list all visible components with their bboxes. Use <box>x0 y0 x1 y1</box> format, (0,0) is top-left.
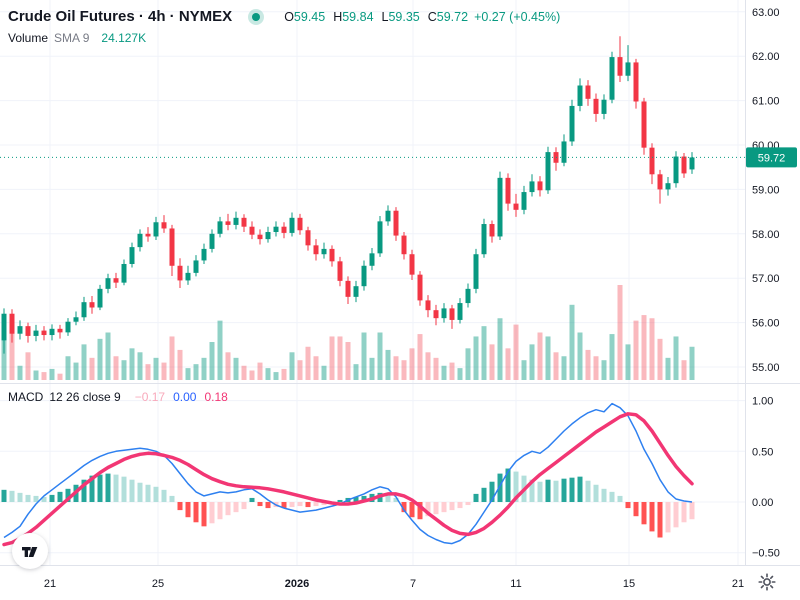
volume-bars <box>1 285 695 380</box>
high-label: H <box>333 9 343 24</box>
macd-tick-label: 1.00 <box>752 396 773 408</box>
ohlc-readout: O59.45 H59.84 L59.35 C59.72 +0.27 (+0.45%) <box>276 10 560 24</box>
volume-indicator-label[interactable]: Volume <box>8 31 49 45</box>
gear-glyph <box>758 573 776 591</box>
macd-hist-value: −0.17 <box>134 390 166 404</box>
open-value: 59.45 <box>293 9 326 24</box>
price-badge-label: 59.72 <box>758 152 786 164</box>
time-axis[interactable] <box>0 565 745 600</box>
time-tick-label: 11 <box>510 578 521 590</box>
close-value: 59.72 <box>436 9 469 24</box>
volume-legend: Volume SMA 9 24.127K <box>8 31 146 45</box>
price-axis-bg <box>745 0 800 600</box>
volume-value: 24.127K <box>101 31 147 45</box>
symbol-legend: Crude Oil Futures · 4h · NYMEX O59.45 H59… <box>8 8 560 25</box>
time-tick-label: 2026 <box>285 578 309 590</box>
price-tick-label: 55.00 <box>752 362 780 374</box>
price-tick-label: 63.00 <box>752 7 780 19</box>
macd-tick-label: 0.00 <box>752 497 773 509</box>
time-axis-bg <box>0 565 800 600</box>
price-tick-label: 61.00 <box>752 96 780 108</box>
volume-sma-label: SMA 9 <box>54 31 90 45</box>
tradingview-logo-glyph <box>22 547 38 557</box>
time-tick-label: 21 <box>732 578 744 590</box>
time-tick-label: 21 <box>44 578 56 590</box>
market-status-icon[interactable] <box>248 8 265 25</box>
symbol-title[interactable]: Crude Oil Futures · 4h · NYMEX <box>8 8 233 25</box>
macd-tick-label: −0.50 <box>752 548 780 560</box>
tradingview-logo[interactable] <box>12 533 48 569</box>
gridlines <box>0 0 745 565</box>
price-axis[interactable] <box>745 0 800 565</box>
open-label: O <box>284 9 294 24</box>
low-value: 59.35 <box>388 9 420 24</box>
macd-signal-value: 0.18 <box>204 390 228 404</box>
macd-legend: MACD 12 26 close 9 −0.17 0.00 0.18 <box>8 390 228 404</box>
macd-indicator-label[interactable]: MACD <box>8 390 44 404</box>
status-dot <box>252 12 261 21</box>
time-tick-label: 7 <box>410 578 416 590</box>
macd-signal-line <box>2 412 694 547</box>
candles <box>1 36 695 354</box>
time-tick-label: 25 <box>152 578 164 590</box>
time-tick-label: 15 <box>623 578 635 590</box>
close-label: C <box>427 9 437 24</box>
macd-line <box>3 402 693 545</box>
price-tick-label: 57.00 <box>752 273 780 285</box>
low-label: L <box>381 9 389 24</box>
price-tick-label: 59.00 <box>752 184 780 196</box>
high-value: 59.84 <box>342 9 374 24</box>
time-axis-labels[interactable]: 21 25 2026 7 11 15 21 <box>44 578 744 590</box>
price-tick-label: 62.00 <box>752 51 780 63</box>
macd-tick-label: 0.50 <box>752 446 773 458</box>
change-value: +0.27 (+0.45%) <box>474 9 561 24</box>
price-badge: 59.72 <box>746 147 797 168</box>
macd-params: 12 26 close 9 <box>49 390 121 404</box>
macd-line-value: 0.00 <box>173 390 197 404</box>
price-tick-label: 56.00 <box>752 318 780 330</box>
settings-gear-icon[interactable] <box>757 572 777 592</box>
macd-axis-labels[interactable]: 1.00 0.50 0.00 −0.50 <box>752 396 780 560</box>
price-tick-label: 58.00 <box>752 229 780 241</box>
price-axis-labels[interactable]: 63.0062.0061.0060.0059.0058.0057.0056.00… <box>752 7 780 374</box>
